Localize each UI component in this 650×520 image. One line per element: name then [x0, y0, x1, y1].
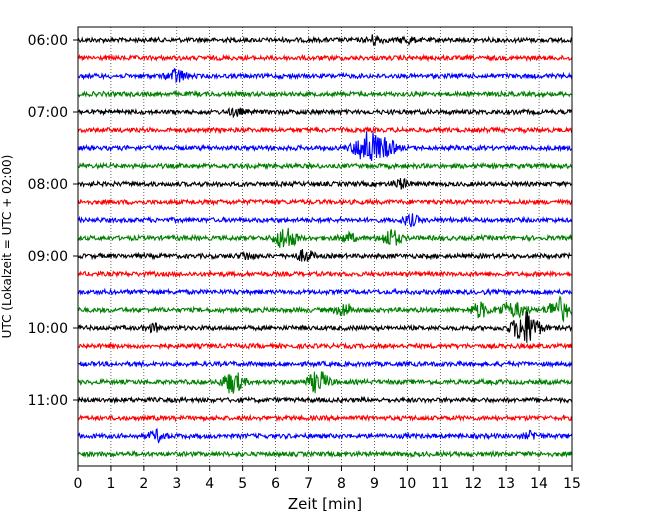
x-tick-label: 14 [530, 476, 548, 492]
plot-frame [77, 26, 573, 467]
x-tick-label: 15 [563, 476, 581, 492]
y-tick-label: 08:00 [28, 177, 68, 193]
trace-line-0715 [77, 125, 573, 135]
trace-line-0815 [77, 197, 573, 207]
trace-line-0830 [77, 213, 573, 228]
x-tick-label: 6 [271, 476, 280, 492]
y-tick-label: 07:00 [28, 105, 68, 121]
x-tick-label: 8 [337, 476, 346, 492]
trace-line-1015 [77, 341, 573, 351]
y-tick-label: 11:00 [28, 393, 68, 409]
y-tick-label: 10:00 [28, 321, 68, 337]
trace-series [77, 34, 573, 459]
trace-line-0700 [77, 106, 573, 119]
trace-line-1100 [77, 395, 573, 405]
trace-line-1000 [77, 311, 573, 343]
x-tick-label: 11 [431, 476, 449, 492]
x-tick-label: 10 [398, 476, 416, 492]
trace-line-1115 [77, 413, 573, 423]
trace-line-0800 [77, 177, 573, 190]
y-tick-label: 06:00 [28, 33, 68, 49]
x-tick-label: 3 [172, 476, 181, 492]
trace-line-1130 [77, 428, 573, 444]
grid-lines [110, 27, 540, 466]
x-tick-label: 9 [370, 476, 379, 492]
trace-line-0630 [77, 67, 573, 84]
x-tick-label: 12 [464, 476, 482, 492]
trace-line-0615 [77, 53, 573, 63]
x-tick-label: 1 [106, 476, 115, 492]
trace-line-0745 [77, 161, 573, 171]
x-axis-label: Zeit [min] [288, 495, 362, 513]
trace-line-1145 [77, 449, 573, 459]
y-axis-label: UTC (Lokalzeit = UTC + 02:00) [0, 155, 14, 339]
y-axis-ticks: 06:00 07:00 08:00 09:00 10:00 11:00 [28, 33, 78, 409]
trace-line-0900 [77, 248, 573, 262]
x-axis-ticks: 0 1 2 3 4 5 6 7 8 9 10 11 12 13 14 15 [74, 466, 581, 492]
trace-line-0915 [77, 269, 573, 279]
trace-line-0600 [77, 34, 573, 47]
x-tick-label: 5 [238, 476, 247, 492]
x-tick-label: 7 [304, 476, 313, 492]
trace-line-0645 [77, 89, 573, 99]
trace-line-0930 [77, 287, 573, 297]
x-tick-label: 2 [139, 476, 148, 492]
x-tick-label: 13 [497, 476, 515, 492]
y-tick-label: 09:00 [28, 249, 68, 265]
trace-line-1030 [77, 359, 573, 369]
x-tick-label: 0 [74, 476, 83, 492]
trace-line-0845 [77, 227, 573, 248]
x-tick-label: 4 [205, 476, 214, 492]
trace-line-1045 [77, 371, 573, 394]
trace-line-0730 [77, 131, 573, 161]
trace-line-0945 [78, 295, 573, 323]
